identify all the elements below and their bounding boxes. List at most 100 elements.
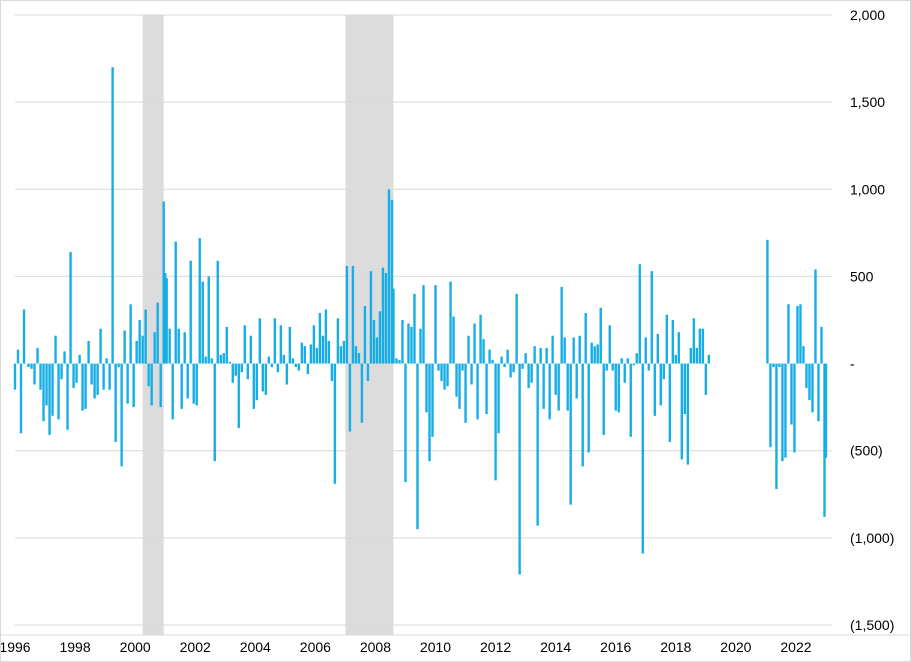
bar [680, 363, 684, 460]
bar [515, 293, 518, 364]
bar [572, 337, 575, 364]
bar [219, 354, 222, 364]
bar [168, 328, 171, 364]
x-tick-label: 2014 [540, 639, 571, 655]
bar [171, 363, 174, 420]
bar [22, 309, 26, 364]
bar [273, 318, 277, 364]
bar [434, 285, 437, 364]
x-axis: 1996 1998 2000 2002 2004 2006 2008 2010 2012 2014… [0, 634, 911, 655]
bar [153, 332, 156, 364]
bar [638, 264, 641, 364]
x-tick-label: 2018 [660, 639, 691, 655]
bar [36, 347, 39, 364]
bar [635, 353, 638, 364]
bar [327, 340, 331, 364]
bar [401, 320, 404, 364]
bar [578, 335, 581, 364]
bar [387, 189, 391, 364]
bar [431, 363, 434, 437]
y-tick-label: 500 [850, 268, 874, 284]
bar [39, 363, 42, 390]
bar [524, 353, 527, 364]
bar [333, 363, 337, 484]
bar [404, 363, 407, 483]
bar [527, 363, 530, 388]
bar [150, 363, 153, 406]
bar [19, 363, 23, 434]
bar [608, 325, 611, 364]
bar [84, 363, 87, 409]
bar [210, 358, 213, 364]
bar [704, 363, 708, 395]
bar [686, 363, 690, 465]
bar [707, 354, 711, 364]
bar [33, 363, 36, 385]
bar [330, 363, 334, 381]
bar [75, 363, 78, 383]
bar [285, 363, 289, 385]
bar [111, 67, 114, 364]
bar [647, 363, 650, 371]
bar [416, 363, 419, 530]
bar [799, 304, 802, 364]
bar [378, 311, 382, 364]
bar [458, 363, 461, 409]
bar [129, 304, 132, 364]
bar [551, 335, 554, 364]
bar [270, 363, 274, 368]
bar [147, 363, 150, 387]
bar [485, 363, 488, 415]
bar [321, 335, 325, 364]
bar [473, 323, 476, 364]
bar [587, 363, 590, 453]
bar [30, 363, 33, 369]
bar [57, 363, 60, 420]
bar [63, 351, 66, 364]
bar [276, 363, 280, 373]
bar [482, 339, 485, 364]
bar [369, 271, 373, 364]
bar [805, 363, 808, 388]
bar [132, 363, 135, 408]
bar [54, 335, 57, 364]
bar [126, 363, 129, 404]
bar [437, 363, 440, 371]
x-tick-label: 2022 [780, 639, 811, 655]
bar [503, 363, 506, 368]
bar [410, 326, 413, 364]
bar [240, 363, 243, 373]
bar [267, 356, 271, 364]
bar [16, 349, 20, 364]
bar [692, 318, 696, 364]
bar [461, 363, 464, 371]
bar [174, 241, 177, 364]
bar [599, 307, 602, 364]
bar [802, 346, 805, 364]
bar [375, 337, 379, 364]
bar [413, 293, 416, 364]
bar [506, 349, 509, 364]
bar [545, 347, 548, 364]
bar [141, 335, 144, 364]
bar [518, 363, 521, 575]
bar [117, 363, 120, 368]
bar [105, 358, 108, 364]
bar [677, 332, 681, 364]
bar [563, 337, 566, 364]
bar [258, 318, 261, 364]
y-tick-label: (500) [850, 443, 883, 459]
bar [784, 363, 787, 458]
bar [252, 363, 255, 409]
bar [372, 320, 376, 364]
bar [790, 363, 793, 425]
bar [632, 363, 635, 366]
bar [497, 363, 500, 434]
x-tick-label: 2000 [120, 639, 151, 655]
bar [249, 335, 252, 364]
bar [342, 340, 346, 364]
bar [162, 201, 165, 364]
bar [156, 302, 159, 364]
bar [425, 363, 428, 413]
